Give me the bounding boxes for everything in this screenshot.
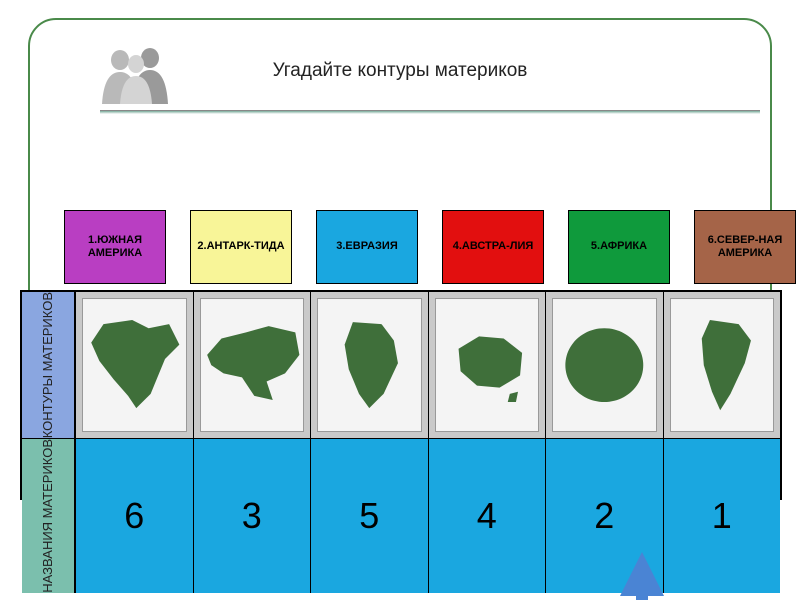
contours-row: КОНТУРЫ МАТЕРИКОВ: [22, 292, 780, 439]
continent-label-card[interactable]: 5.АФРИКА: [568, 210, 670, 284]
answers-row-header-text: НАЗВАНИЯ МАТЕРИКОВ: [41, 439, 56, 593]
continent-label-card[interactable]: 3.ЕВРАЗИЯ: [316, 210, 418, 284]
map-thumbnail: [82, 298, 187, 432]
antarctica-icon: [553, 299, 656, 431]
continent-label-card[interactable]: 4.АВСТРА-ЛИЯ: [442, 210, 544, 284]
slide-title: Угадайте контуры материков: [30, 60, 770, 82]
answer-cell[interactable]: 1: [664, 439, 781, 593]
australia-icon: [436, 299, 539, 431]
map-thumbnail: [670, 298, 775, 432]
africa-icon: [318, 299, 421, 431]
map-cell[interactable]: [664, 292, 781, 438]
contours-row-header: КОНТУРЫ МАТЕРИКОВ: [22, 292, 76, 438]
contours-row-body: [76, 292, 780, 438]
map-thumbnail: [435, 298, 540, 432]
south-america-icon: [671, 299, 774, 431]
answers-row-header: НАЗВАНИЯ МАТЕРИКОВ: [22, 439, 76, 593]
answer-cell[interactable]: 6: [76, 439, 194, 593]
map-cell[interactable]: [429, 292, 547, 438]
contours-row-header-text: КОНТУРЫ МАТЕРИКОВ: [41, 292, 56, 438]
pointer-arrow-icon: [620, 552, 664, 596]
map-thumbnail: [200, 298, 305, 432]
answer-cell[interactable]: 5: [311, 439, 429, 593]
map-thumbnail: [317, 298, 422, 432]
map-thumbnail: [552, 298, 657, 432]
north-america-icon: [83, 299, 186, 431]
answers-row: НАЗВАНИЯ МАТЕРИКОВ 635421: [22, 439, 780, 593]
answer-cell[interactable]: 3: [194, 439, 312, 593]
eurasia-icon: [201, 299, 304, 431]
map-cell[interactable]: [546, 292, 664, 438]
continent-label-card[interactable]: 6.СЕВЕР-НАЯ АМЕРИКА: [694, 210, 796, 284]
continent-labels-row: 1.ЮЖНАЯ АМЕРИКА 2.АНТАРК-ТИДА 3.ЕВРАЗИЯ 4.А…: [64, 210, 796, 284]
map-cell[interactable]: [311, 292, 429, 438]
title-underline: [100, 110, 760, 114]
answer-cell[interactable]: 4: [429, 439, 547, 593]
map-cell[interactable]: [76, 292, 194, 438]
answer-table: КОНТУРЫ МАТЕРИКОВ НАЗВАНИЯ МАТЕРИКОВ 635…: [20, 290, 782, 500]
map-cell[interactable]: [194, 292, 312, 438]
continent-label-card[interactable]: 2.АНТАРК-ТИДА: [190, 210, 292, 284]
answers-row-body: 635421: [76, 439, 780, 593]
continent-label-card[interactable]: 1.ЮЖНАЯ АМЕРИКА: [64, 210, 166, 284]
